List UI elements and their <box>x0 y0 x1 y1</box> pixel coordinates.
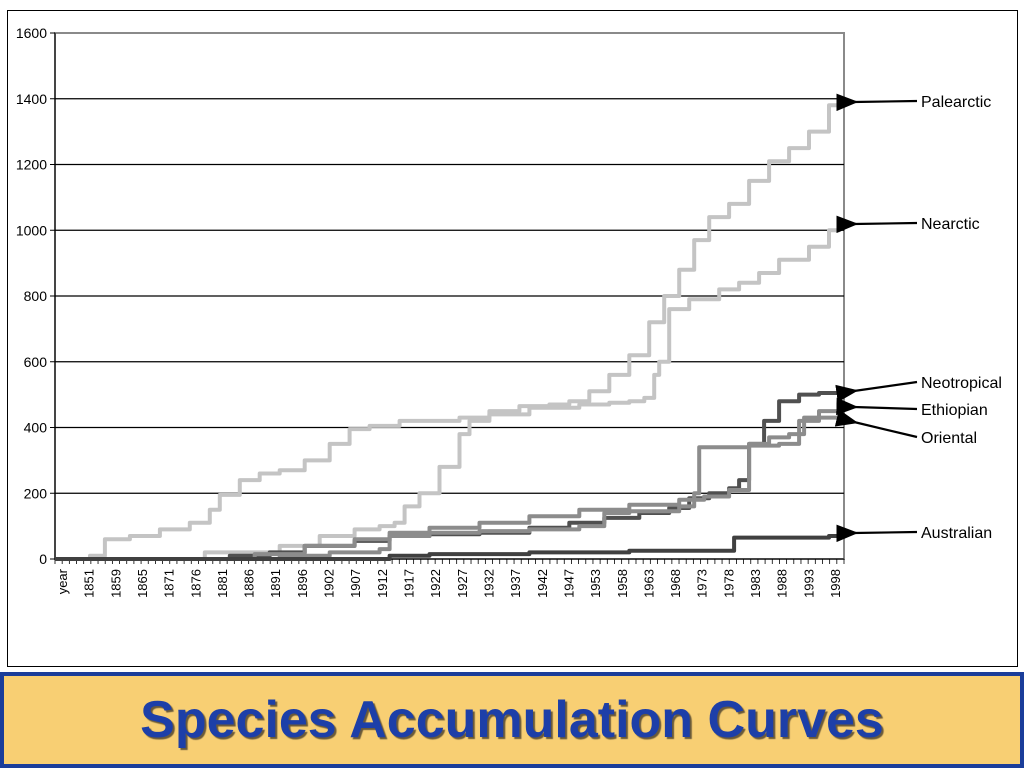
series-label-ethiopian: Ethiopian <box>921 402 988 419</box>
x-tick-label: 1932 <box>481 569 496 598</box>
x-axis: year 1851 1859 1865 1871 1876 1881 1886 1891 1896… <box>54 558 845 598</box>
x-tick-label: 1958 <box>615 569 630 598</box>
x-tick-label: 1927 <box>455 569 470 598</box>
series-label-palearctic: Palearctic <box>921 94 991 111</box>
series-label-neotropical: Neotropical <box>921 375 1002 392</box>
series-layer <box>55 98 841 561</box>
label-arrow-nearctic <box>836 215 918 234</box>
y-tick-label: 1200 <box>16 157 47 173</box>
x-tick-label: 1851 <box>82 569 97 598</box>
x-tick-label: 1968 <box>668 569 683 598</box>
label-arrow-oriental <box>834 409 918 439</box>
series-label-nearctic: Nearctic <box>921 216 980 233</box>
y-tick-label: 0 <box>39 551 47 567</box>
x-tick-label: 1896 <box>295 569 310 598</box>
x-tick-label: year <box>55 568 70 594</box>
x-tick-label: 1876 <box>188 569 203 598</box>
series-line-nearctic <box>55 220 841 561</box>
series-line-oriental <box>55 415 839 561</box>
page-title: Species Accumulation Curves <box>140 691 884 749</box>
chart-svg: 0 200 400 600 800 1000 1200 1400 1600 year 1851 18… <box>16 25 1002 598</box>
series-line-palearctic <box>55 98 841 561</box>
x-tick-label: 1993 <box>801 569 816 598</box>
x-tick-label: 1947 <box>561 569 576 598</box>
chart-frame: 0 200 400 600 800 1000 1200 1400 1600 year 1851 18… <box>7 10 1018 667</box>
y-tick-label: 1600 <box>16 25 47 41</box>
series-line-ethiopian <box>55 407 841 561</box>
title-banner: Species Accumulation Curves <box>0 672 1024 768</box>
x-tick-label: 1902 <box>322 569 337 598</box>
x-tick-label: 1917 <box>402 569 417 598</box>
x-tick-label: 1912 <box>375 569 390 598</box>
series-labels: Palearctic Nearctic Neotropical Ethiopian Or… <box>834 93 1002 543</box>
x-tick-label: 1907 <box>348 569 363 598</box>
x-tick-label: 1998 <box>828 569 843 598</box>
x-tick-label: 1937 <box>508 569 523 598</box>
x-tick-label: 1922 <box>428 569 443 598</box>
x-tick-label: 1865 <box>135 569 150 598</box>
y-tick-label: 1000 <box>16 222 47 238</box>
x-tick-label: 1942 <box>535 569 550 598</box>
x-tick-label: 1988 <box>775 569 790 598</box>
x-tick-label: 1859 <box>108 569 123 598</box>
x-tick-label: 1978 <box>721 569 736 598</box>
series-line-australian <box>55 531 841 561</box>
x-tick-label: 1963 <box>641 569 656 598</box>
x-tick-label: 1983 <box>748 569 763 598</box>
label-arrow-ethiopian <box>836 397 918 416</box>
y-tick-label: 600 <box>24 354 48 370</box>
x-tick-label: 1886 <box>242 569 257 598</box>
label-arrow-australian <box>836 524 918 543</box>
series-label-australian: Australian <box>921 525 992 542</box>
label-arrow-neotropical <box>835 380 918 403</box>
title-banner-inner: Species Accumulation Curves <box>4 676 1020 764</box>
series-label-oriental: Oriental <box>921 430 977 447</box>
grid-layer <box>54 32 845 560</box>
y-tick-label: 200 <box>24 485 48 501</box>
x-tick-label: 1891 <box>268 569 283 598</box>
y-tick-label: 800 <box>24 288 48 304</box>
x-tick-label: 1881 <box>215 569 230 598</box>
y-tick-label: 400 <box>24 420 48 436</box>
x-tick-label: 1973 <box>695 569 710 598</box>
y-axis: 0 200 400 600 800 1000 1200 1400 1600 <box>16 25 56 567</box>
x-tick-label: 1953 <box>588 569 603 598</box>
y-tick-label: 1400 <box>16 91 47 107</box>
label-arrow-palearctic <box>836 93 918 112</box>
x-tick-label: 1871 <box>162 569 177 598</box>
